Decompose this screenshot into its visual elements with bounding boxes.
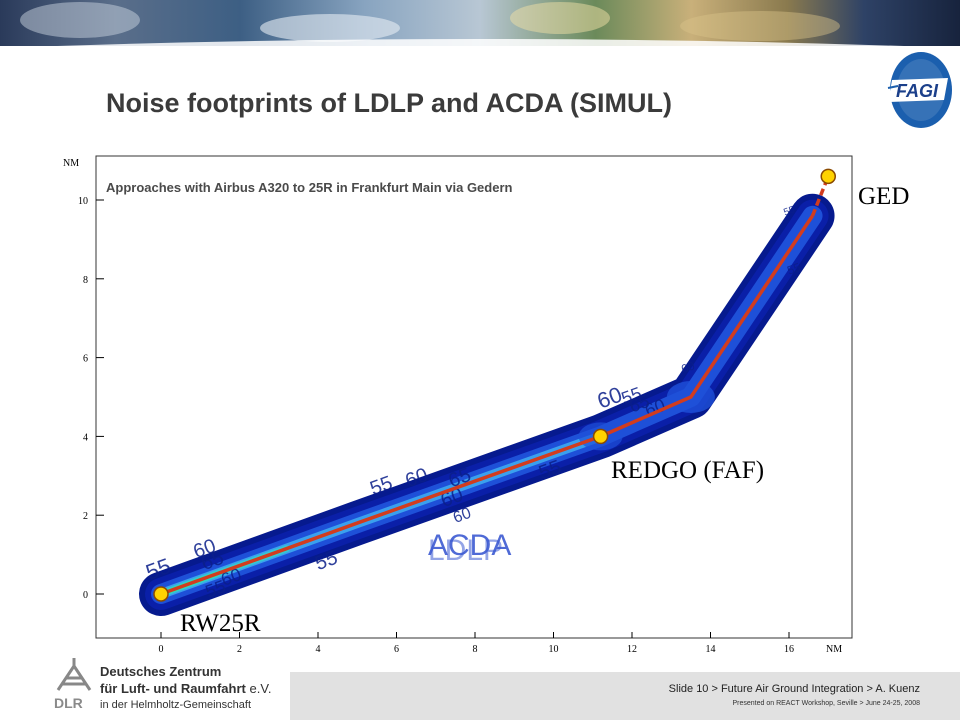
x-tick-label: 2 [237, 644, 242, 655]
x-tick-label: 12 [627, 644, 637, 655]
flight-path-layer [153, 168, 836, 602]
axes: 0 2 4 6 8 10 0 2 4 6 8 10 12 14 16 [78, 196, 794, 655]
y-axis-label: NM [63, 158, 79, 169]
waypoint-marker-redgo [592, 428, 609, 445]
waypoint-marker-rw25r [153, 586, 169, 602]
y-tick-label: 0 [83, 590, 88, 601]
banner-image [0, 0, 960, 48]
page-title: Noise footprints of LDLP and ACDA (SIMUL… [106, 88, 672, 118]
waypoint-marker-ged [820, 168, 836, 185]
dlr-logo-icon: DLR [54, 658, 92, 711]
footer-bar [290, 672, 960, 720]
y-tick-label: 10 [78, 196, 88, 207]
dlr-line2-text: für Luft- und Raumfahrt [100, 681, 246, 696]
x-tick-label: 0 [159, 644, 164, 655]
contour-label: 55 [782, 204, 797, 218]
x-axis-label: NM [826, 644, 842, 655]
footer-event-info: Presented on REACT Workshop, Seville > J… [732, 700, 921, 707]
x-tick-label: 16 [784, 644, 794, 655]
dlr-mark: DLR [54, 695, 83, 711]
contour-label: 60 [451, 505, 474, 527]
overlay-label-ldlp: LDLP [428, 534, 503, 567]
x-tick-label: 4 [316, 644, 321, 655]
waypoint-label-redgo: REDGO (FAF) [611, 457, 764, 484]
dlr-line1: Deutsches Zentrum [100, 664, 222, 679]
header-banner [0, 0, 960, 48]
y-tick-label: 6 [83, 354, 88, 365]
footer-slide-info: Slide 10 > Future Air Ground Integration… [668, 683, 920, 695]
overlay-label-acda: ACDA [428, 529, 511, 562]
dlr-line2: für Luft- und Raumfahrt e.V. [100, 681, 271, 696]
waypoint-label-ged: GED [858, 183, 909, 210]
fagi-logo: FAGI [884, 50, 954, 132]
y-tick-label: 8 [83, 275, 88, 286]
x-tick-label: 6 [394, 644, 399, 655]
contour-label: 60 [679, 358, 697, 376]
waypoint-label-rw25r: RW25R [180, 610, 261, 637]
x-tick-label: 14 [706, 644, 716, 655]
y-tick-label: 4 [83, 432, 88, 443]
dlr-line3: in der Helmholtz-Gemeinschaft [100, 699, 252, 711]
y-tick-label: 2 [83, 511, 88, 522]
chart-title: Approaches with Airbus A320 to 25R in Fr… [106, 180, 513, 195]
x-tick-label: 10 [549, 644, 559, 655]
logo-text: FAGI [896, 81, 939, 101]
x-tick-label: 8 [473, 644, 478, 655]
dlr-line2-suffix: e.V. [249, 681, 272, 696]
contour-label: 55 [785, 260, 803, 278]
